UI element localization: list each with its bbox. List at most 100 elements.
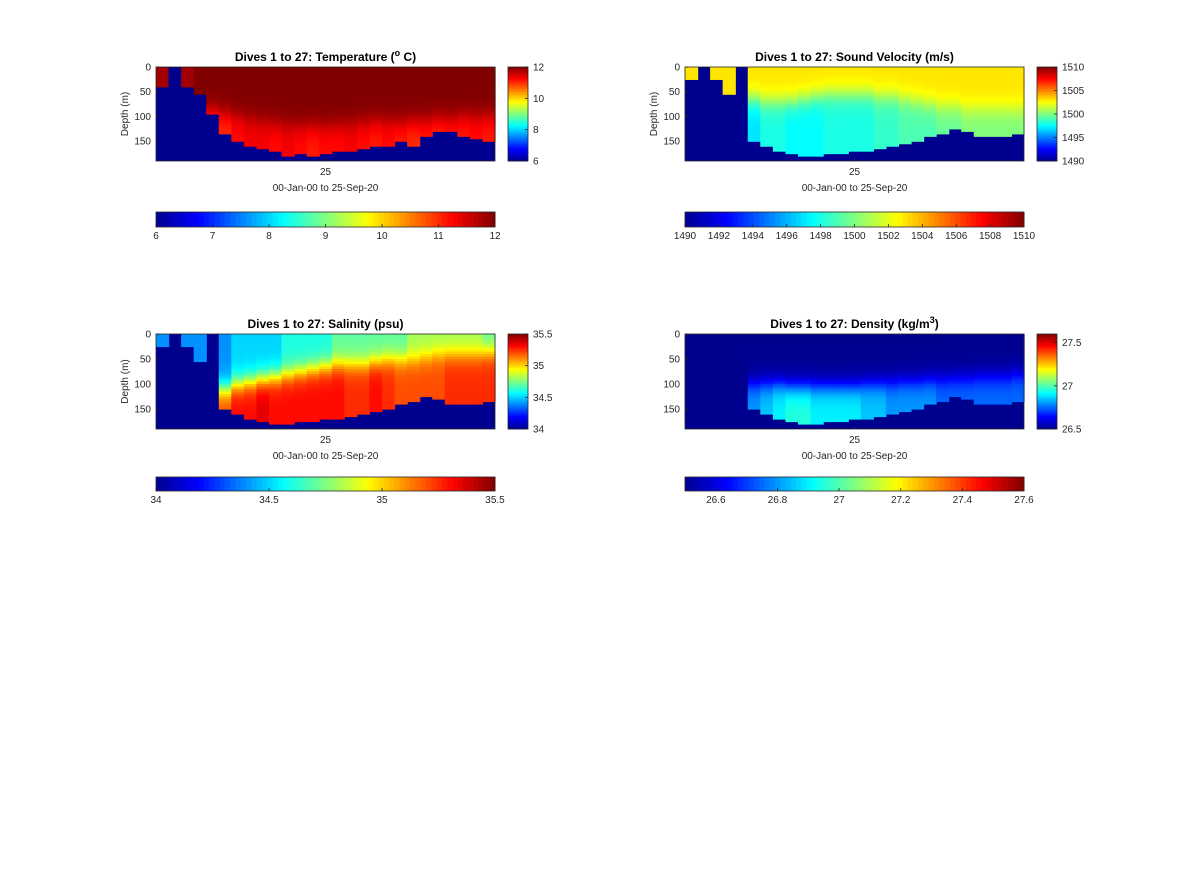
heatmap-cell — [785, 138, 799, 142]
heatmap-cell — [281, 126, 295, 130]
heatmap-cell — [382, 131, 396, 135]
heatmap-cell — [772, 401, 787, 405]
heatmap-cell — [848, 416, 862, 420]
heatmap-cell — [407, 116, 421, 120]
colorbar-swatch — [330, 212, 337, 227]
heatmap-cell — [306, 96, 320, 100]
heatmap-cell — [457, 99, 471, 103]
colorbar-swatch — [256, 212, 263, 227]
heatmap-cell — [747, 118, 761, 123]
heatmap-cell — [231, 389, 245, 393]
heatmap-cell — [281, 379, 295, 383]
heatmap-cell — [243, 349, 258, 353]
heatmap-cell — [407, 91, 421, 95]
x-axis-label: 00-Jan-00 to 25-Sep-20 — [273, 183, 379, 194]
heatmap-cell — [294, 101, 308, 105]
heatmap-cell — [432, 96, 446, 100]
heatmap-cell — [331, 391, 345, 395]
heatmap-cell — [319, 111, 333, 115]
heatmap-cell — [243, 94, 258, 98]
colorbar-swatch — [891, 212, 898, 227]
colorbar-swatch — [880, 212, 887, 227]
colorbar-swatch — [508, 344, 528, 347]
colorbar-tick-label: 27 — [834, 495, 846, 506]
heatmap-cell — [798, 118, 812, 123]
heatmap-cell — [760, 349, 774, 353]
heatmap-cell — [835, 146, 849, 150]
heatmap-cell — [961, 96, 975, 100]
heatmap-cell — [231, 336, 245, 340]
colorbar-swatch — [314, 212, 321, 227]
heatmap-cell — [256, 334, 270, 338]
heatmap-cell — [306, 141, 320, 145]
heatmap-cell — [306, 371, 320, 375]
heatmap-cell — [898, 389, 912, 393]
heatmap-cell — [156, 79, 170, 83]
colorbar-tick-label: 8 — [533, 125, 539, 136]
heatmap-cell — [848, 374, 862, 378]
heatmap-cell — [948, 356, 962, 360]
colorbar-swatch — [875, 477, 882, 491]
heatmap-cell — [319, 67, 333, 71]
heatmap-cell — [319, 114, 333, 118]
heatmap-cell — [835, 334, 849, 338]
heatmap-cell — [998, 91, 1013, 95]
heatmap-cell — [243, 109, 258, 113]
heatmap-cell — [457, 339, 471, 343]
colorbar-swatch — [442, 212, 448, 227]
heatmap-cell — [269, 89, 283, 93]
heatmap-cell — [848, 359, 862, 363]
heatmap-cell — [961, 81, 975, 85]
heatmap-cell — [986, 126, 1000, 130]
heatmap-cell — [911, 366, 925, 370]
heatmap-cell — [306, 369, 320, 373]
colorbar-swatch — [362, 477, 369, 491]
heatmap-cell — [419, 371, 433, 375]
colorbar-swatch — [420, 212, 427, 227]
colorbar-swatch — [508, 81, 528, 84]
colorbar-swatch — [508, 119, 528, 122]
heatmap-cell — [243, 121, 258, 125]
heatmap-cell — [973, 354, 987, 358]
heatmap-cell — [873, 109, 887, 113]
heatmap-cell — [344, 136, 358, 140]
heatmap-cell — [885, 123, 900, 127]
heatmap-cell — [798, 354, 812, 358]
heatmap-cell — [823, 401, 837, 405]
heatmap-cell — [848, 81, 862, 85]
heatmap-cell — [973, 401, 987, 405]
heatmap-cell — [382, 384, 396, 388]
colorbar-swatch — [304, 212, 311, 227]
colorbar-swatch — [508, 124, 528, 127]
colorbar-swatch — [224, 477, 231, 491]
heatmap-cell — [394, 391, 408, 395]
heatmap-cell — [998, 111, 1013, 115]
heatmap-cell — [218, 344, 232, 348]
heatmap-cell — [319, 356, 333, 360]
heatmap-cell — [256, 71, 270, 76]
heatmap-cell — [294, 341, 308, 345]
heatmap-cell — [269, 396, 283, 400]
heatmap-cell — [369, 138, 383, 142]
heatmap-cell — [948, 334, 962, 338]
heatmap-cell — [319, 346, 333, 350]
heatmap-cell — [860, 109, 874, 113]
heatmap-cell — [936, 96, 950, 100]
heatmap-cell — [394, 396, 408, 400]
heatmap-cell — [911, 138, 925, 142]
heatmap-cell — [356, 79, 371, 83]
heatmap-cell — [269, 399, 283, 403]
heatmap-cell — [382, 359, 396, 363]
heatmap-cell — [294, 69, 308, 73]
heatmap-cell — [394, 76, 408, 80]
colorbar-swatch — [695, 477, 702, 491]
heatmap-cell — [747, 376, 761, 380]
heatmap-cell — [885, 349, 900, 353]
heatmap-cell — [810, 351, 824, 355]
heatmap-cell — [218, 69, 232, 73]
heatmap-cell — [973, 74, 987, 78]
heatmap-cell — [785, 91, 799, 95]
colorbar-swatch — [420, 477, 427, 491]
colorbar-swatch — [928, 212, 935, 227]
heatmap-cell — [923, 389, 937, 393]
